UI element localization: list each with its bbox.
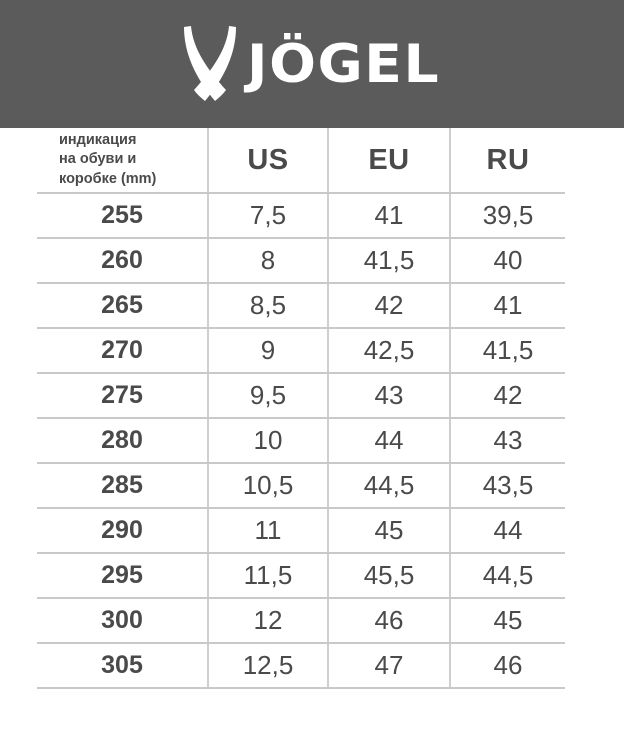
cell-us: 7,5 [207,193,328,239]
table-row: 300 12 46 45 [37,598,565,644]
table-row: 270 9 42,5 41,5 [37,328,565,374]
cell-eu: 42 [327,283,450,329]
cell-eu: 41 [327,193,450,239]
cell-mm: 285 [37,463,208,509]
column-header-us: US [207,128,328,194]
table-row: 295 11,5 45,5 44,5 [37,553,565,599]
cell-mm: 280 [37,418,208,464]
table-row: 285 10,5 44,5 43,5 [37,463,565,509]
column-header-eu: EU [327,128,450,194]
cell-us: 12,5 [207,643,328,689]
cell-eu: 41,5 [327,238,450,284]
cell-eu: 45,5 [327,553,450,599]
cell-ru: 45 [449,598,565,644]
table-row: 290 11 45 44 [37,508,565,554]
cell-ru: 42 [449,373,565,419]
cell-us: 11 [207,508,328,554]
cell-mm: 270 [37,328,208,374]
cell-us: 9,5 [207,373,328,419]
cell-mm: 305 [37,643,208,689]
cell-us: 10,5 [207,463,328,509]
jogel-crossed-strokes-logo-icon [184,26,237,101]
cell-eu: 43 [327,373,450,419]
brand-header-bar: JÖGEL [0,0,624,128]
cell-us: 11,5 [207,553,328,599]
cell-eu: 46 [327,598,450,644]
cell-mm: 300 [37,598,208,644]
table-body: 255 7,5 41 39,5 260 8 41,5 40 265 8,5 42 41 270 9 42,5… [37,193,565,689]
cell-ru: 39,5 [449,193,565,239]
cell-mm: 295 [37,553,208,599]
table-row: 255 7,5 41 39,5 [37,193,565,239]
size-chart-container: индикация на обуви и коробке (mm) US EU … [0,128,624,689]
cell-us: 10 [207,418,328,464]
cell-us: 9 [207,328,328,374]
table-row: 265 8,5 42 41 [37,283,565,329]
cell-mm: 260 [37,238,208,284]
cell-eu: 45 [327,508,450,554]
cell-eu: 44,5 [327,463,450,509]
cell-eu: 47 [327,643,450,689]
cell-ru: 40 [449,238,565,284]
cell-us: 8 [207,238,328,284]
cell-ru: 44 [449,508,565,554]
column-header-mm: индикация на обуви и коробке (mm) [37,128,208,194]
cell-ru: 43,5 [449,463,565,509]
cell-mm: 265 [37,283,208,329]
cell-eu: 42,5 [327,328,450,374]
cell-ru: 44,5 [449,553,565,599]
cell-mm: 290 [37,508,208,554]
cell-mm: 275 [37,373,208,419]
cell-eu: 44 [327,418,450,464]
cell-ru: 46 [449,643,565,689]
column-header-ru: RU [449,128,565,194]
cell-ru: 43 [449,418,565,464]
table-header: индикация на обуви и коробке (mm) US EU … [37,128,565,194]
table-row: 275 9,5 43 42 [37,373,565,419]
cell-ru: 41 [449,283,565,329]
brand-wordmark: JÖGEL [247,33,441,95]
table-row: 280 10 44 43 [37,418,565,464]
table-row: 260 8 41,5 40 [37,238,565,284]
cell-ru: 41,5 [449,328,565,374]
cell-us: 8,5 [207,283,328,329]
table-row: 305 12,5 47 46 [37,643,565,689]
cell-mm: 255 [37,193,208,239]
cell-us: 12 [207,598,328,644]
size-conversion-table: индикация на обуви и коробке (mm) US EU … [37,128,565,689]
header-row: индикация на обуви и коробке (mm) US EU … [37,128,565,194]
brand-lockup: JÖGEL [179,23,439,105]
